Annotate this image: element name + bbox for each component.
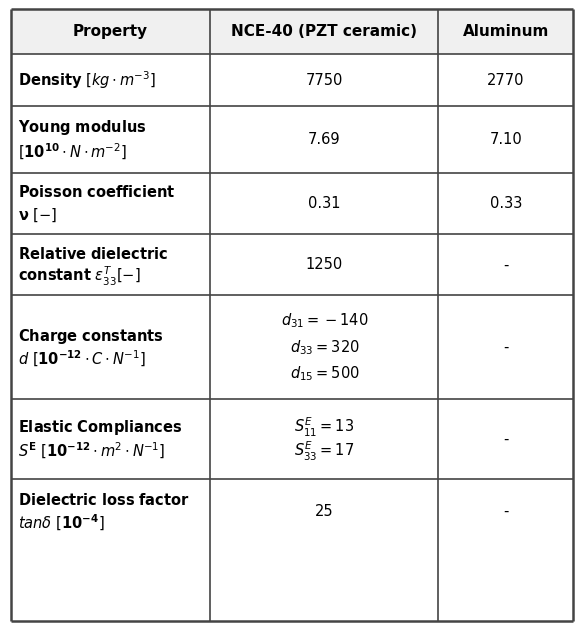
Text: $\mathbf{\mathit{d}}\ [\mathbf{10^{-12}} \cdot \mathbf{\mathit{C}} \cdot \mathbf: $\mathbf{\mathit{d}}\ [\mathbf{10^{-12}}… [18, 348, 145, 369]
Text: 7.10: 7.10 [489, 132, 522, 147]
Text: 2770: 2770 [487, 72, 524, 88]
Text: $S_{11}^{E} = 13$: $S_{11}^{E} = 13$ [294, 415, 354, 438]
Text: 0.33: 0.33 [490, 197, 522, 211]
Text: Property: Property [73, 25, 148, 39]
Text: $\mathbf{Dielectric\ loss\ factor}$: $\mathbf{Dielectric\ loss\ factor}$ [18, 492, 189, 508]
Text: Aluminum: Aluminum [463, 25, 549, 39]
Text: $\mathbf{constant}\ \varepsilon_{33}^{T}[-]$: $\mathbf{constant}\ \varepsilon_{33}^{T}… [18, 265, 140, 288]
Text: 25: 25 [315, 504, 333, 519]
Text: $\mathbf{Poisson\ coefficient}$: $\mathbf{Poisson\ coefficient}$ [18, 185, 175, 200]
Text: -: - [503, 258, 509, 272]
Text: 7750: 7750 [305, 72, 343, 88]
Text: 0.31: 0.31 [308, 197, 340, 211]
Bar [11, 9, 573, 54]
Text: $d_{15} = 500$: $d_{15} = 500$ [290, 365, 359, 383]
Text: -: - [503, 432, 509, 447]
Text: $\mathbf{\mathit{S}^E}\ [\mathbf{10^{-12}} \cdot \mathbf{\mathit{m}}^2 \cdot \ma: $\mathbf{\mathit{S}^E}\ [\mathbf{10^{-12… [18, 441, 165, 461]
Text: 1250: 1250 [306, 258, 343, 272]
Text: NCE-40 (PZT ceramic): NCE-40 (PZT ceramic) [231, 25, 418, 39]
Text: $\mathbf{Density}$ $[\mathbf{\mathit{kg}} \cdot \mathbf{\mathit{m}}^{-3}]$: $\mathbf{Density}$ $[\mathbf{\mathit{kg}… [18, 69, 155, 91]
Text: $d_{33} = 320$: $d_{33} = 320$ [290, 338, 359, 357]
Text: $\mathbf{Young\ modulus}$: $\mathbf{Young\ modulus}$ [18, 118, 146, 137]
Text: $\mathbf{\nu}\ [-]$: $\mathbf{\nu}\ [-]$ [18, 207, 57, 224]
Text: $[\mathbf{10^{10}} \cdot \mathbf{\mathit{N}} \cdot \mathbf{\mathit{m}}^{-2}]$: $[\mathbf{10^{10}} \cdot \mathbf{\mathit… [18, 142, 127, 162]
Text: $S_{33}^{E} = 17$: $S_{33}^{E} = 17$ [294, 439, 354, 462]
Text: $d_{31} = -140$: $d_{31} = -140$ [280, 312, 368, 330]
Text: 7.69: 7.69 [308, 132, 340, 147]
Text: $\mathbf{\mathit{tan\delta}}\ [\mathbf{10^{-4}}]$: $\mathbf{\mathit{tan\delta}}\ [\mathbf{1… [18, 513, 104, 533]
Text: -: - [503, 504, 509, 519]
Text: $\mathbf{Elastic\ Compliances}$: $\mathbf{Elastic\ Compliances}$ [18, 418, 182, 437]
Text: -: - [503, 340, 509, 355]
Text: $\mathbf{Relative\ dielectric}$: $\mathbf{Relative\ dielectric}$ [18, 246, 168, 261]
Text: $\mathbf{Charge\ constants}$: $\mathbf{Charge\ constants}$ [18, 326, 163, 345]
